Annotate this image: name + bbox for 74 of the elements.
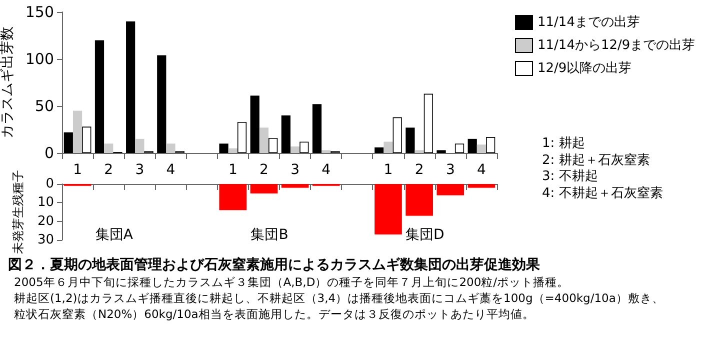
bar: [290, 146, 300, 153]
x-tick-label: 1: [384, 162, 393, 178]
annotation: 集団D: [405, 226, 444, 244]
text: 2005年６月中下旬に採種したカラスムギ３集団（A,B,D）の種子を同年７月上旬に200粒/ポット播種。: [14, 275, 570, 290]
text: 粒状石灰窒素（N20%）60kg/10a相当を表面施用した。データは３反復のポットあたり平均値。: [14, 307, 534, 322]
bar: [406, 184, 433, 216]
bar: [486, 137, 496, 153]
y-axis-title: 未発芽生残種子: [11, 170, 25, 254]
bar: [135, 138, 144, 153]
bar: [414, 150, 424, 153]
x-tick-label: 1: [228, 162, 238, 178]
bar: [312, 104, 322, 153]
y-tick-label: 0: [44, 144, 54, 162]
bar: [468, 138, 477, 153]
legend-label: 11/14から12/9までの出芽: [538, 38, 696, 53]
bar: [374, 184, 402, 234]
bar: [436, 184, 464, 196]
bar: [392, 117, 402, 153]
text: 2: 耕起＋石灰窒素: [542, 152, 650, 168]
legend-label: 12/9以降の出芽: [538, 61, 632, 76]
y-tick-label: 30: [37, 232, 54, 248]
bar: [436, 150, 446, 153]
x-tick-label: 4: [322, 162, 331, 178]
text: 4: 不耕起＋石灰窒素: [542, 184, 663, 202]
text: 図２．夏期の地表面管理および石灰窒素施用によるカラスムギ数集団の出芽促進効果: [8, 256, 540, 274]
bar: [268, 138, 278, 153]
y-tick-label: 150: [25, 3, 54, 21]
bar: [94, 40, 104, 153]
bar: [237, 122, 247, 153]
bar: [219, 184, 247, 210]
annotation: 集団B: [250, 226, 288, 244]
annotation: 集団A: [95, 226, 133, 244]
legend-label: 11/14までの出芽: [538, 15, 640, 30]
bar: [384, 142, 393, 153]
bar: [104, 144, 114, 153]
bar: [166, 144, 176, 153]
x-tick-label: 4: [477, 162, 486, 178]
x-tick-label: 4: [166, 162, 176, 178]
x-tick-label: 3: [135, 162, 144, 178]
y-tick-label: 10: [37, 195, 54, 210]
bar: [454, 144, 464, 153]
y-tick-label: 0: [46, 176, 54, 192]
bar: [82, 126, 92, 153]
text: 耕起区(1,2)はカラスムギ播種直後に耕起し、不耕起区（3,4）は播種後地表面にコムギ藁を100g（=400kg/10a）敷き、: [14, 291, 664, 306]
bar: [219, 144, 228, 153]
bar: [250, 184, 278, 194]
bar: [424, 94, 433, 153]
bar: [259, 128, 269, 153]
bar: [228, 148, 238, 153]
x-tick-label: 2: [104, 162, 114, 178]
y-tick-label: 50: [34, 97, 54, 115]
bar: [300, 142, 309, 153]
y-axis-title: カラスムギ出芽数: [0, 26, 16, 138]
x-tick-label: 2: [414, 162, 424, 178]
bar: [281, 184, 309, 188]
text: 3: 不耕起: [542, 168, 598, 185]
bar: [72, 110, 82, 153]
bar: [476, 144, 486, 153]
bar: [281, 115, 290, 153]
text: 1: 耕起: [542, 135, 585, 152]
bar: [322, 150, 331, 153]
bar: [126, 21, 136, 153]
bar: [406, 128, 415, 153]
x-tick-label: 2: [260, 162, 268, 178]
bar: [468, 184, 496, 188]
bar: [157, 55, 166, 153]
bar: [250, 96, 260, 153]
x-tick-label: 1: [73, 162, 82, 178]
y-tick-label: 20: [37, 214, 54, 229]
y-tick-label: 100: [25, 50, 54, 68]
x-tick-label: 3: [290, 162, 300, 178]
x-tick-label: 3: [446, 162, 455, 178]
bar: [64, 132, 73, 153]
bar: [374, 147, 384, 153]
